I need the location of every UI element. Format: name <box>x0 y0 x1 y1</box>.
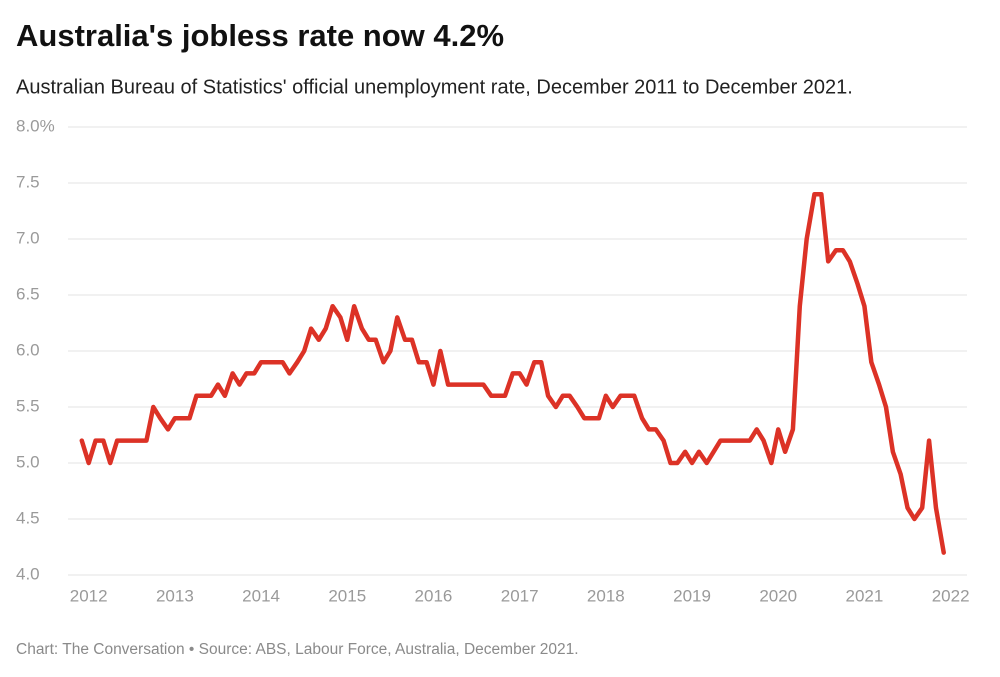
y-tick-label: 7.0 <box>16 228 40 247</box>
x-tick-label: 2016 <box>415 586 453 605</box>
y-tick-label: 7.5 <box>16 172 40 191</box>
x-tick-label: 2012 <box>70 586 108 605</box>
y-tick-label: 6.0 <box>16 340 40 359</box>
chart-subtitle: Australian Bureau of Statistics' officia… <box>16 76 853 98</box>
x-tick-label: 2019 <box>673 586 711 605</box>
x-tick-label: 2015 <box>328 586 366 605</box>
x-tick-label: 2017 <box>501 586 539 605</box>
y-tick-label: 5.0 <box>16 452 40 471</box>
y-tick-label: 4.5 <box>16 508 40 527</box>
y-tick-label: 6.5 <box>16 284 40 303</box>
data-line <box>79 191 946 555</box>
x-tick-label: 2020 <box>759 586 797 605</box>
chart-title: Australia's jobless rate now 4.2% <box>16 18 504 53</box>
y-tick-label: 4.0 <box>16 564 40 583</box>
x-tick-label: 2014 <box>242 586 280 605</box>
y-tick-label: 8.0% <box>16 116 55 135</box>
x-tick-label: 2022 <box>932 586 970 605</box>
x-tick-label: 2013 <box>156 586 194 605</box>
chart-source: Chart: The Conversation • Source: ABS, L… <box>16 641 579 658</box>
y-tick-label: 5.5 <box>16 396 40 415</box>
x-tick-label: 2018 <box>587 586 625 605</box>
x-tick-label: 2021 <box>846 586 884 605</box>
